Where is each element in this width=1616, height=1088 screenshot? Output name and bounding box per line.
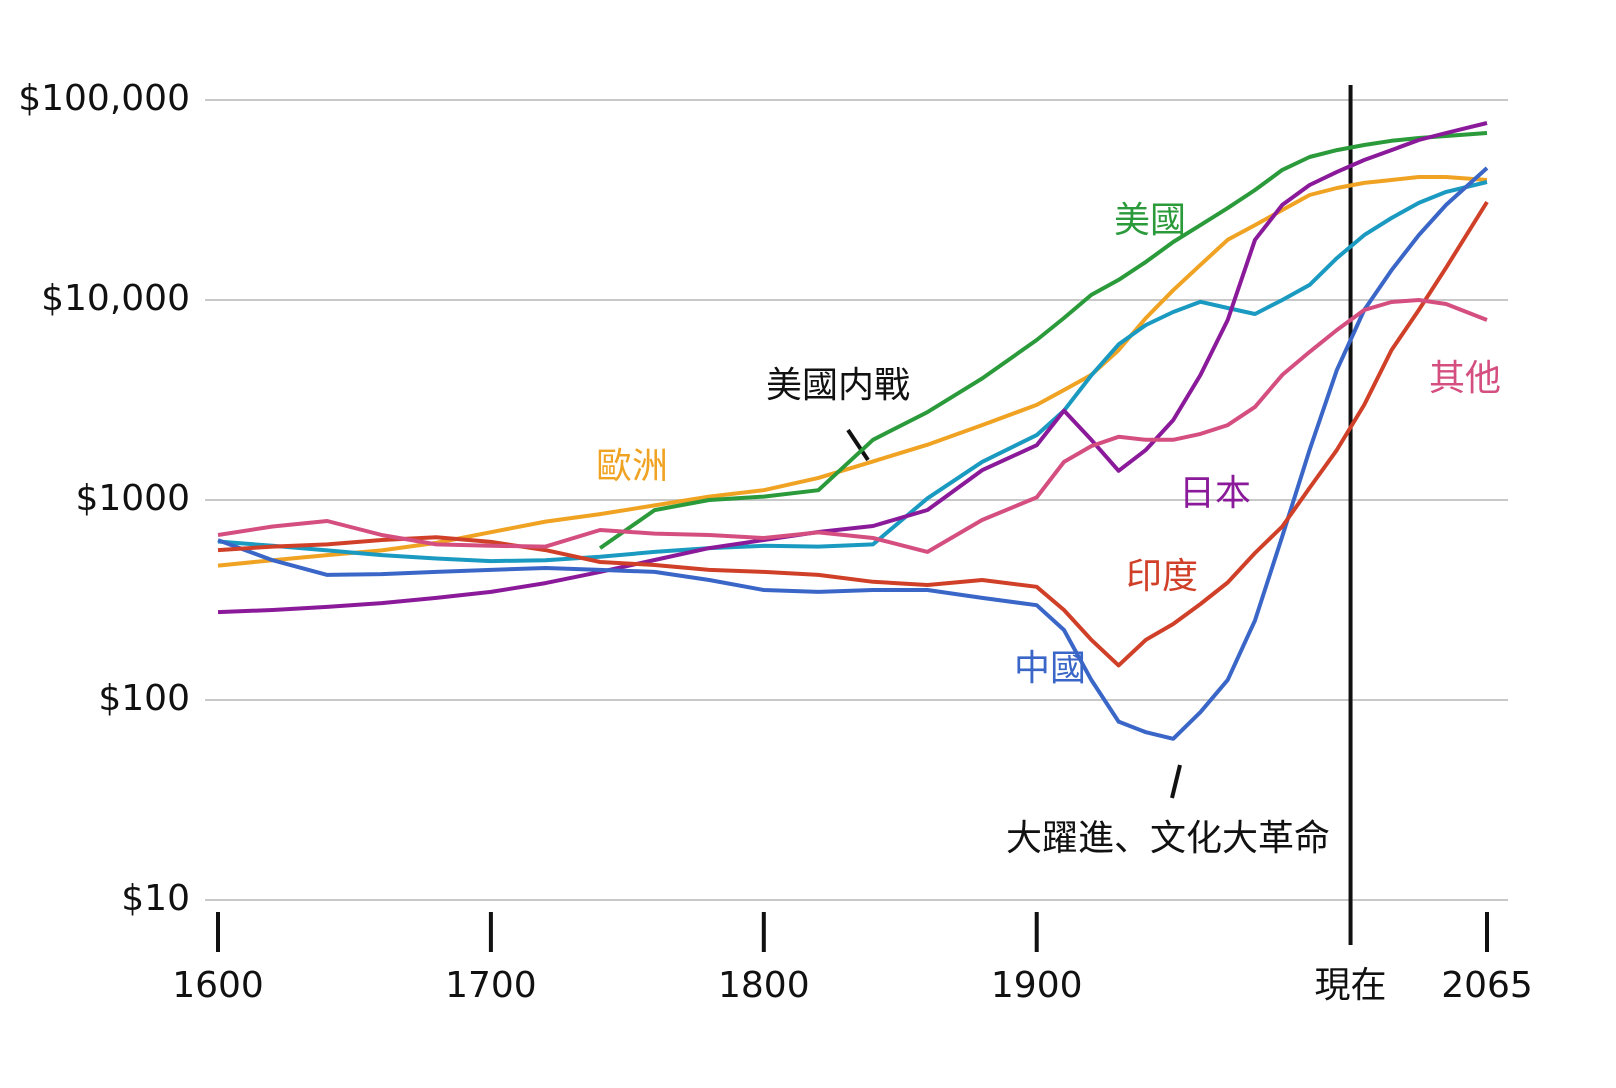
x-tick-label: 1700 — [445, 965, 537, 1006]
y-tick-label: $10,000 — [41, 278, 190, 319]
y-tick-label: $10 — [121, 878, 190, 919]
x-tick-label: 1600 — [172, 965, 264, 1006]
annotation-pointer — [846, 428, 870, 462]
annotation-pointer — [1170, 764, 1182, 799]
series-label: 中國 — [1014, 648, 1086, 689]
x-tick-label: 1800 — [718, 965, 810, 1006]
series-line — [217, 200, 1489, 668]
series-label: 歐洲 — [596, 446, 668, 487]
series-label: 其他 — [1429, 358, 1501, 399]
x-tick-label: 2065 — [1441, 965, 1533, 1006]
annotation: 美國内戰 — [766, 365, 910, 406]
series-label: 美國 — [1114, 200, 1186, 241]
series-label: 印度 — [1126, 556, 1198, 597]
y-tick-label: $100 — [98, 678, 190, 719]
series-line — [217, 121, 1488, 615]
series-line — [217, 180, 1488, 564]
y-tick-label: $1000 — [75, 478, 190, 519]
x-tick-label: 現在 — [1315, 965, 1387, 1006]
y-tick-label: $100,000 — [18, 78, 190, 119]
series-line — [598, 131, 1488, 550]
series-label: 日本 — [1179, 473, 1251, 514]
annotation: 大躍進、文化大革命 — [1006, 818, 1330, 859]
series-line — [217, 175, 1488, 568]
x-tick-label: 1900 — [991, 965, 1083, 1006]
series-line — [217, 298, 1488, 554]
series-line — [217, 166, 1489, 741]
